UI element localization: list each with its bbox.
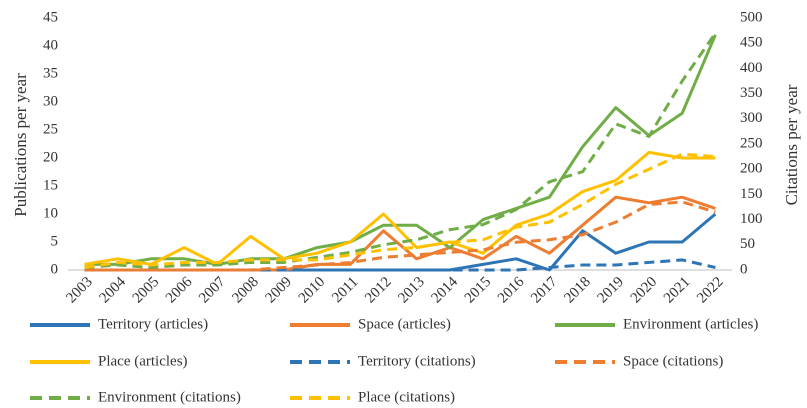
y-tick-label: 40 — [43, 37, 58, 53]
x-tick-label: 2016 — [495, 274, 528, 307]
legend-label: Space (articles) — [358, 316, 451, 332]
x-tick-label: 2017 — [528, 274, 561, 307]
x-tick-label: 2013 — [395, 274, 428, 307]
line — [84, 212, 717, 272]
legend-label: Space (citations) — [623, 353, 723, 369]
x-tick-label: 2003 — [63, 274, 96, 307]
y2-tick-label: 200 — [740, 161, 763, 177]
x-tick-label: 2019 — [595, 274, 628, 307]
y-tick-label: 10 — [43, 205, 58, 221]
line — [84, 32, 717, 269]
y2-tick-label: 350 — [740, 85, 763, 101]
x-tick-label: 2018 — [561, 274, 594, 307]
legend-label: Environment (articles) — [623, 316, 758, 332]
x-tick-label: 2015 — [462, 274, 495, 307]
y-axis-label: Publications per year — [11, 73, 30, 217]
legend-label: Environment (citations) — [98, 389, 241, 405]
y2-tick-label: 0 — [740, 261, 748, 277]
x-tick-label: 2011 — [329, 274, 361, 306]
line — [84, 258, 716, 272]
line — [84, 150, 716, 266]
y-tick-label: 15 — [43, 177, 58, 193]
y2-tick-label: 100 — [740, 211, 763, 227]
x-tick-label: 2009 — [263, 274, 296, 307]
y-tick-label: 5 — [51, 233, 59, 249]
legend-label: Place (articles) — [98, 353, 188, 369]
line — [84, 152, 716, 269]
x-tick-label: 2007 — [196, 274, 229, 307]
y2-tick-label: 250 — [740, 135, 763, 151]
x-tick-label: 2004 — [97, 274, 130, 307]
y-tick-label: 45 — [43, 9, 58, 25]
x-tick-label: 2010 — [296, 274, 329, 307]
y2-tick-label: 150 — [740, 186, 763, 202]
y2-axis-label: Citations per year — [782, 84, 801, 205]
y2-tick-label: 450 — [740, 35, 763, 51]
y2-tick-label: 500 — [740, 9, 763, 25]
x-tick-label: 2005 — [130, 274, 163, 307]
y-tick-label: 20 — [43, 149, 58, 165]
legend-label: Place (citations) — [358, 389, 455, 405]
x-tick-label: 2012 — [362, 274, 395, 307]
y-tick-label: 30 — [43, 93, 58, 109]
x-tick-label: 2022 — [694, 274, 727, 307]
x-tick-label: 2014 — [429, 274, 462, 307]
y2-tick-label: 50 — [740, 236, 755, 252]
x-tick-label: 2021 — [661, 274, 694, 307]
line — [84, 200, 716, 272]
y-tick-label: 35 — [43, 65, 58, 81]
y2-tick-label: 300 — [740, 110, 763, 126]
y-tick-label: 0 — [51, 261, 59, 277]
line — [84, 34, 717, 266]
y2-tick-label: 400 — [740, 60, 763, 76]
x-tick-label: 2008 — [229, 274, 262, 307]
legend-label: Territory (articles) — [98, 316, 208, 332]
y-tick-label: 25 — [43, 121, 58, 137]
x-tick-label: 2020 — [628, 274, 661, 307]
legend-label: Territory (citations) — [358, 353, 476, 369]
x-tick-label: 2006 — [163, 274, 196, 307]
